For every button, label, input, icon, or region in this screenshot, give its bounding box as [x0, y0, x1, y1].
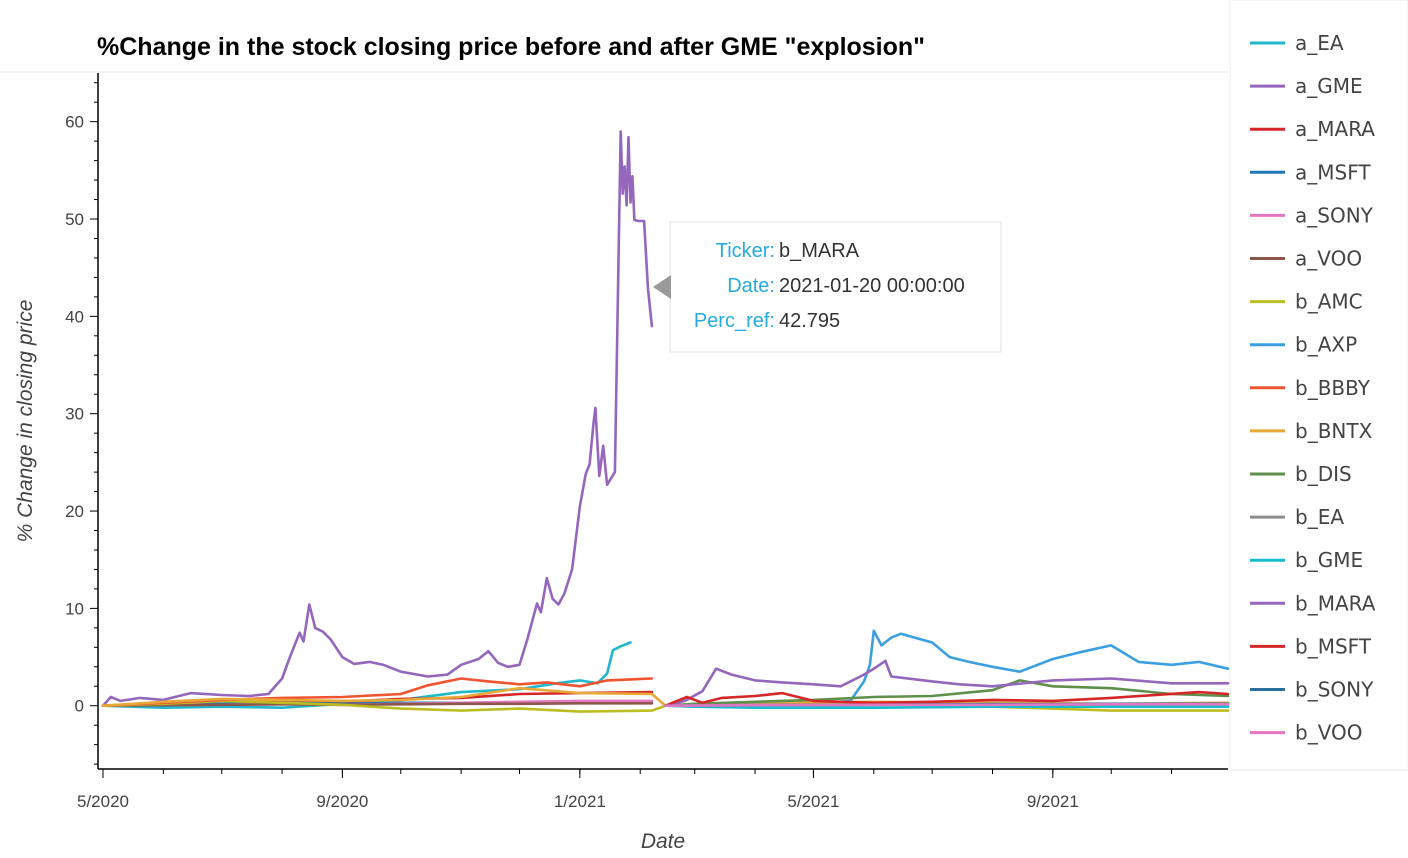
series-line-b-voo[interactable]: [664, 702, 1230, 708]
legend[interactable]: a_EA a_GME a_MARA a_MSFT a_SONY a_VOO b_AMC b_A…: [1250, 31, 1376, 745]
legend-item-a-ea[interactable]: a_EA: [1250, 31, 1344, 55]
legend-label: b_EA: [1295, 505, 1344, 529]
tooltip-key: Ticker:: [716, 240, 775, 262]
legend-label: b_BBBY: [1295, 376, 1371, 400]
series-line-a-voo[interactable]: [101, 701, 654, 708]
legend-item-b-dis[interactable]: b_DIS: [1250, 462, 1352, 486]
x-axis-label: Date: [641, 830, 685, 853]
legend-item-b-gme[interactable]: b_GME: [1250, 548, 1363, 572]
legend-label: b_MSFT: [1295, 634, 1372, 658]
series-line-a-gme[interactable]: [101, 130, 654, 708]
legend-item-b-mara[interactable]: b_MARA: [1250, 591, 1376, 615]
legend-label: b_MARA: [1295, 591, 1376, 615]
series-line-b-msft[interactable]: [664, 690, 1230, 708]
legend-label: b_SONY: [1295, 678, 1374, 702]
legend-label: b_VOO: [1295, 721, 1363, 745]
series-lines: [101, 130, 1230, 713]
y-axis-label: % Change in closing price: [14, 300, 37, 543]
series-line-a-ea[interactable]: [101, 641, 632, 710]
x-tick-label: 5/2021: [787, 792, 839, 811]
legend-item-b-bbby[interactable]: b_BBBY: [1250, 376, 1371, 400]
y-tick-label: 30: [65, 405, 84, 424]
legend-label: b_AMC: [1295, 290, 1363, 314]
legend-item-a-voo[interactable]: a_VOO: [1250, 247, 1362, 271]
tooltip-value: b_MARA: [779, 240, 860, 262]
tooltip-value: 42.795: [779, 310, 840, 332]
legend-label: a_SONY: [1295, 203, 1374, 227]
legend-item-b-sony[interactable]: b_SONY: [1250, 678, 1374, 702]
y-ticks: 0 10 20 30 40 50 60: [65, 82, 98, 765]
legend-item-a-mara[interactable]: a_MARA: [1250, 117, 1375, 141]
y-tick-label: 20: [65, 502, 84, 521]
x-tick-label: 9/2021: [1027, 792, 1079, 811]
legend-label: a_MSFT: [1295, 160, 1371, 184]
legend-item-b-ea[interactable]: b_EA: [1250, 505, 1344, 529]
axes: 0 10 20 30 40 50 60 5/2020 9/2020 1/2021 5/2021 9/…: [65, 73, 1228, 811]
legend-label: a_MARA: [1295, 117, 1375, 141]
legend-label: a_EA: [1295, 31, 1344, 55]
y-tick-label: 60: [65, 113, 84, 132]
y-tick-label: 10: [65, 599, 84, 618]
legend-label: b_DIS: [1295, 462, 1352, 486]
x-ticks: 5/2020 9/2020 1/2021 5/2021 9/2021: [77, 769, 1173, 811]
y-tick-label: 50: [65, 210, 84, 229]
plot-area[interactable]: [101, 130, 1230, 713]
legend-label: a_VOO: [1295, 247, 1362, 271]
legend-item-b-msft[interactable]: b_MSFT: [1250, 634, 1372, 658]
x-tick-label: 1/2021: [554, 792, 606, 811]
legend-label: a_GME: [1295, 74, 1363, 98]
y-tick-label: 0: [75, 697, 84, 716]
chart-title: %Change in the stock closing price befor…: [97, 33, 925, 61]
tooltip-pointer: [653, 275, 671, 299]
tooltip-value: 2021-01-20 00:00:00: [779, 275, 965, 297]
legend-label: b_AXP: [1295, 333, 1357, 357]
legend-label: b_GME: [1295, 548, 1363, 572]
legend-item-b-axp[interactable]: b_AXP: [1250, 333, 1357, 357]
x-tick-label: 9/2020: [316, 792, 368, 811]
legend-item-a-gme[interactable]: a_GME: [1250, 74, 1363, 98]
legend-label: b_BNTX: [1295, 419, 1373, 443]
tooltip-key: Date:: [727, 275, 775, 297]
legend-item-b-bntx[interactable]: b_BNTX: [1250, 419, 1373, 443]
series-line-b-mara[interactable]: [664, 659, 1230, 708]
tooltip-box: [669, 221, 1002, 353]
legend-item-a-msft[interactable]: a_MSFT: [1250, 160, 1371, 184]
x-tick-label: 5/2020: [77, 792, 129, 811]
legend-item-b-voo[interactable]: b_VOO: [1250, 721, 1363, 745]
series-line-b-dis[interactable]: [664, 679, 1230, 708]
y-tick-label: 40: [65, 307, 84, 326]
legend-item-a-sony[interactable]: a_SONY: [1250, 203, 1374, 227]
tooltip-key: Perc_ref:: [694, 310, 775, 332]
legend-item-b-amc[interactable]: b_AMC: [1250, 290, 1363, 314]
